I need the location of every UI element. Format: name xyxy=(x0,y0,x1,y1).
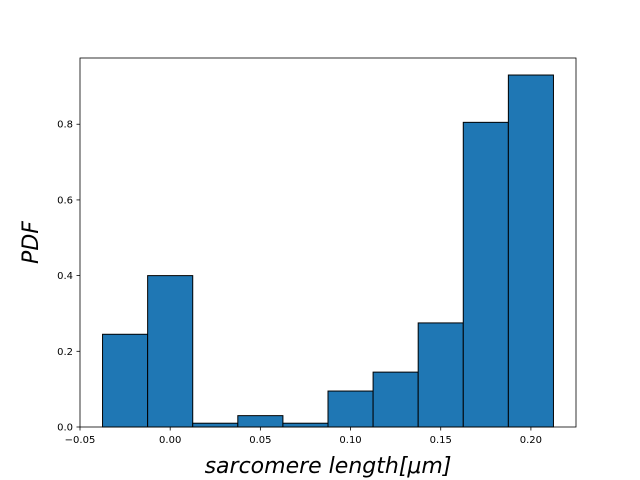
y-axis-ticks: 0.0 0.2 0.4 0.6 0.8 xyxy=(57,120,80,434)
x-tick-label: −0.05 xyxy=(65,435,96,446)
histogram-bar xyxy=(462,121,509,428)
plot-area-frame xyxy=(79,57,577,428)
y-tick-label: 0.6 xyxy=(57,195,73,206)
histogram-bar xyxy=(372,371,419,428)
x-tick-label: 0.15 xyxy=(430,435,452,446)
x-axis-title: sarcomere length[μm] xyxy=(205,454,452,479)
y-tick-label: 0.8 xyxy=(57,120,73,131)
histogram-bar xyxy=(417,322,464,428)
x-tick-label: 0.20 xyxy=(520,435,542,446)
histogram-bar xyxy=(192,422,239,428)
y-tick-label: 0.0 xyxy=(57,423,73,434)
x-axis-ticks: −0.05 0.00 0.05 0.10 0.15 0.20 xyxy=(65,427,542,446)
y-axis-title: PDF xyxy=(19,221,44,264)
histogram-bar xyxy=(282,422,329,428)
histogram-bar xyxy=(102,333,149,428)
histogram-bars xyxy=(102,74,554,428)
x-tick-label: 0.00 xyxy=(159,435,181,446)
histogram-bar xyxy=(507,74,554,428)
x-tick-label: 0.10 xyxy=(339,435,361,446)
y-tick-label: 0.2 xyxy=(57,347,73,358)
histogram-bar xyxy=(147,275,194,428)
x-tick-label: 0.05 xyxy=(249,435,271,446)
histogram-bar xyxy=(327,390,374,428)
y-tick-label: 0.4 xyxy=(57,271,73,282)
histogram-bar xyxy=(237,415,284,428)
